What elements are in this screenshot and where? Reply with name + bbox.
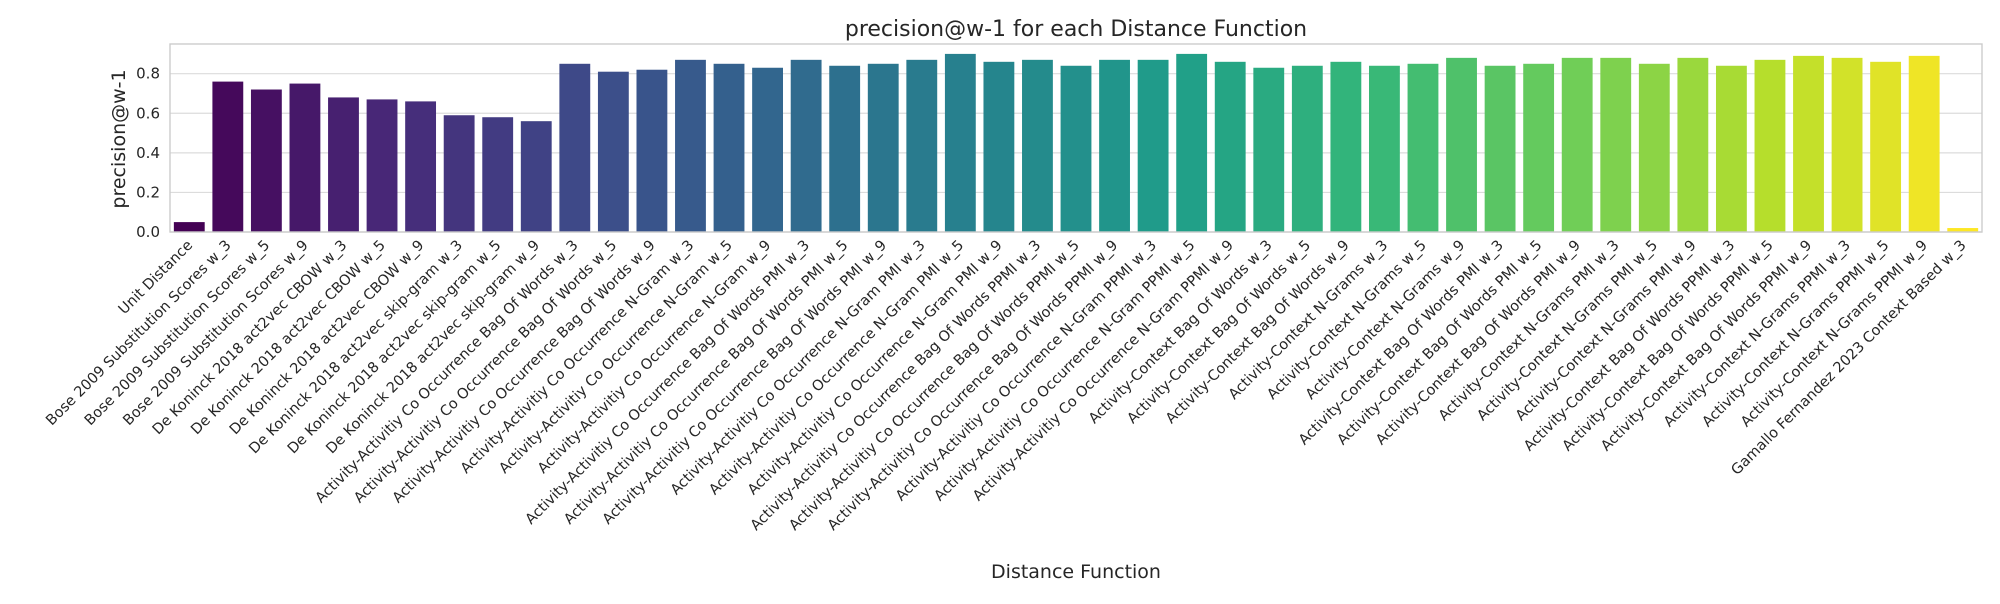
x-axis-title: Distance Function (991, 561, 1161, 583)
bar (1600, 57, 1632, 232)
bar (1793, 55, 1824, 232)
bar (1677, 57, 1709, 232)
bar (443, 115, 475, 232)
bar (636, 69, 668, 232)
chart-title: precision@w-1 for each Distance Function (845, 17, 1307, 42)
bar (328, 97, 359, 232)
bar (1754, 59, 1786, 233)
bar (1484, 65, 1516, 232)
y-tick-labels: 0.0 0.2 0.4 0.6 0.8 (136, 65, 160, 241)
bar (1137, 59, 1169, 233)
bar (1947, 228, 1979, 232)
y-tick-label: 0.8 (136, 65, 160, 83)
bar (1330, 61, 1362, 232)
bar (559, 63, 591, 232)
bar (1291, 65, 1323, 232)
bar (1446, 57, 1477, 232)
plot-frame (169, 43, 1983, 233)
bar (1870, 61, 1902, 232)
bar (250, 89, 282, 232)
y-tick-label: 0.0 (136, 223, 160, 241)
bar (1253, 67, 1285, 232)
bar (906, 59, 938, 233)
bar (1060, 65, 1092, 232)
bar (482, 117, 514, 232)
bar (1561, 57, 1593, 232)
bar (1369, 65, 1400, 232)
bar (173, 222, 205, 232)
bar (790, 59, 822, 233)
bars (173, 53, 1979, 233)
y-tick-label: 0.6 (136, 104, 160, 122)
bar (752, 67, 783, 232)
y-axis-title: precision@w-1 (108, 69, 130, 208)
bar (212, 81, 244, 232)
bar (713, 63, 745, 232)
bar (829, 65, 861, 232)
y-tick-label: 0.4 (136, 144, 160, 162)
bar (1523, 63, 1555, 232)
bar (597, 71, 629, 232)
bar (1715, 65, 1747, 232)
bar (944, 53, 976, 232)
bar (1214, 61, 1246, 232)
bar (867, 63, 899, 232)
bar (1099, 59, 1130, 233)
bar (289, 83, 321, 232)
y-tick-label: 0.2 (136, 183, 160, 201)
bar (405, 101, 437, 233)
bar (1022, 59, 1053, 233)
bar (366, 99, 398, 233)
bar (675, 59, 706, 233)
bar (1638, 63, 1670, 232)
bar (1831, 57, 1863, 232)
bar (1908, 55, 1940, 232)
bar (1176, 53, 1208, 232)
bar (983, 61, 1015, 232)
bar (1407, 63, 1439, 232)
bar (520, 121, 552, 232)
